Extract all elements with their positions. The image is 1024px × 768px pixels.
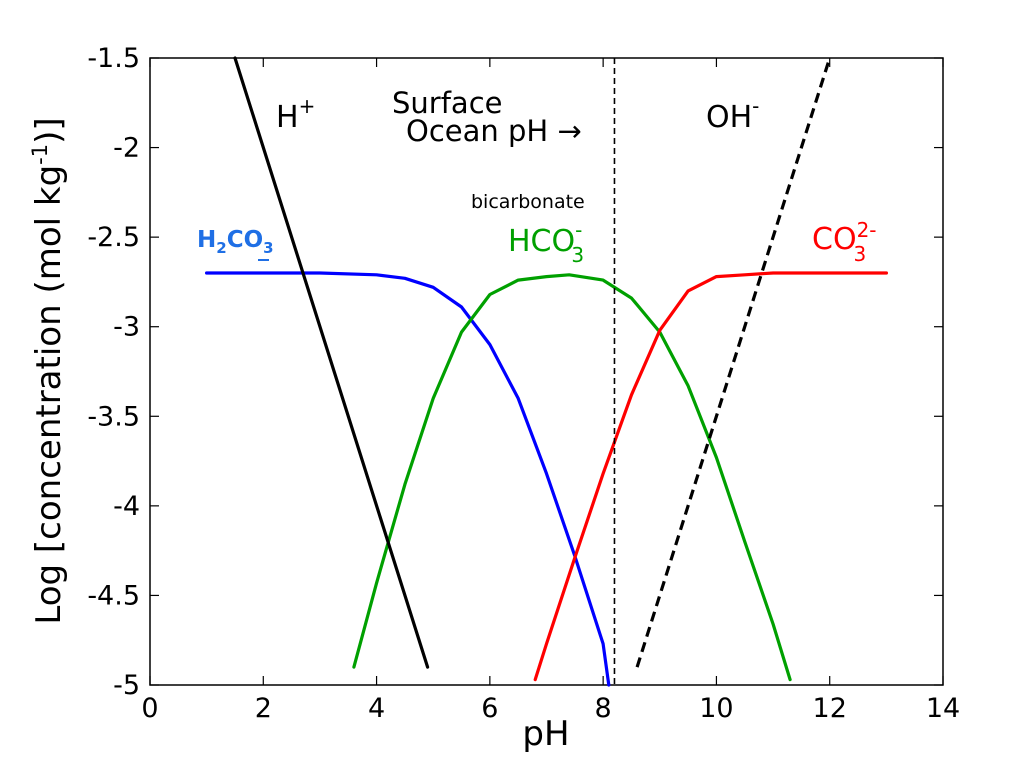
- y-tick-label: -3: [113, 312, 140, 343]
- x-tick-label: 14: [926, 693, 960, 724]
- y-axis-label: Log [concentration (mol kg-1)]: [28, 117, 69, 624]
- y-tick-labels: -1.5 -2 -2.5 -3 -3.5 -4 -4.5 -5: [87, 43, 140, 701]
- x-tick-label: 12: [813, 693, 847, 724]
- series-line-oh_minus: [635, 57, 832, 668]
- label-ocean-ph: Ocean pH →: [406, 114, 582, 148]
- x-tick-labels: 0 2 4 6 8 10 12 14: [141, 693, 960, 724]
- axis-ticks: [149, 57, 944, 686]
- y-tick-label: -4: [113, 491, 140, 522]
- x-tick-label: 2: [255, 693, 272, 724]
- series-line-co3: [533, 271, 889, 682]
- x-tick-label: 8: [595, 693, 612, 724]
- series-line-hco3: [352, 273, 792, 682]
- y-axis-label-sup: -1: [28, 144, 52, 165]
- x-tick-label: 0: [141, 693, 158, 724]
- y-tick-label: -3.5: [87, 401, 140, 432]
- y-axis-label-main: Log [concentration (mol kg: [29, 165, 69, 625]
- y-axis-label-end: )]: [29, 117, 69, 144]
- y-tick-label: -5: [113, 670, 140, 701]
- y-tick-label: -2.5: [87, 222, 140, 253]
- y-tick-label: -1.5: [87, 43, 140, 74]
- y-tick-label: -4.5: [87, 580, 140, 611]
- label-bicarbonate: bicarbonate: [471, 191, 585, 213]
- x-tick-label: 6: [481, 693, 498, 724]
- label-h2co3: H2CO3: [197, 227, 274, 257]
- label-h-plus: H+: [276, 94, 315, 135]
- x-axis-label: pH: [522, 714, 569, 754]
- x-tick-label: 10: [699, 693, 733, 724]
- series-line-h_plus: [233, 56, 430, 669]
- x-tick-label: 4: [368, 693, 385, 724]
- label-surface: Surface: [392, 86, 502, 120]
- label-oh-minus: OH-: [706, 94, 759, 135]
- series-layer: [205, 56, 889, 687]
- label-co3: CO2-3: [812, 218, 877, 266]
- plot-frame: [149, 57, 944, 686]
- y-tick-label: -2: [113, 133, 140, 164]
- label-hco3: HCO-3: [508, 218, 584, 267]
